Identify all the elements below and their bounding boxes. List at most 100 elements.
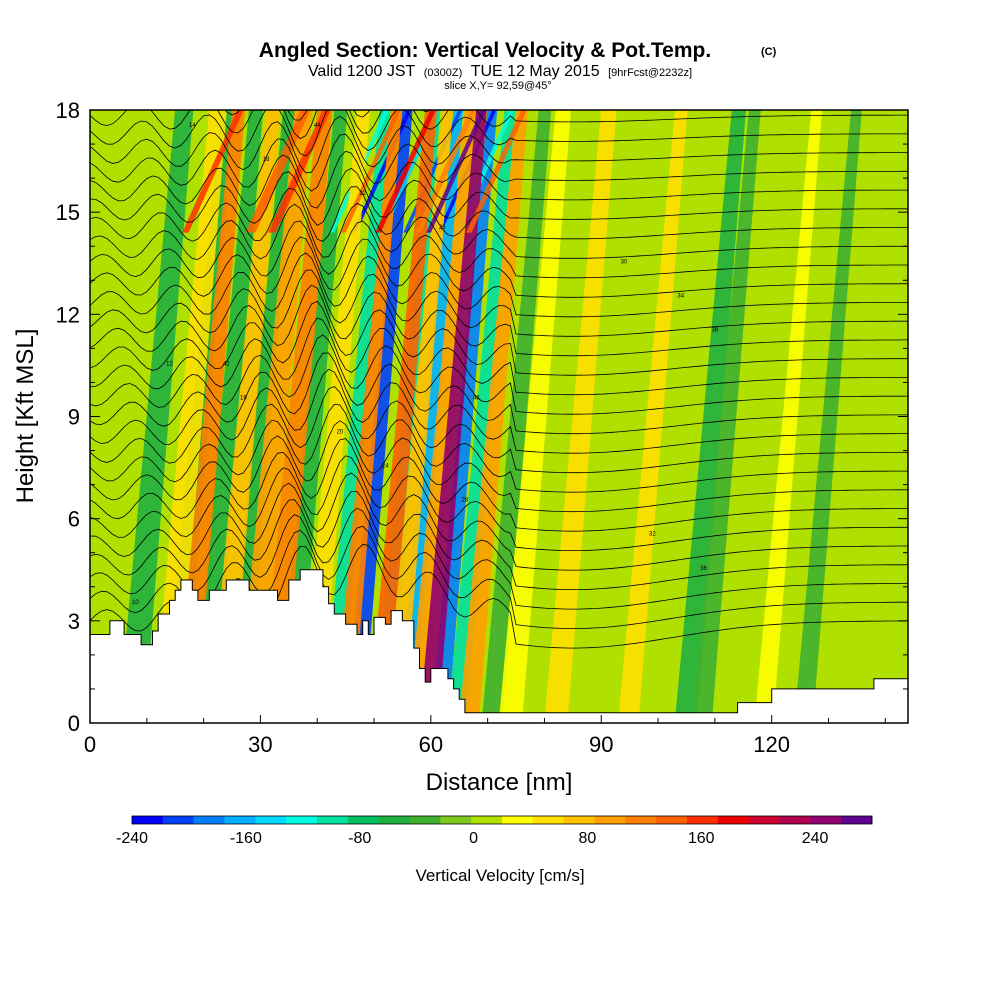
x-tick-label: 60	[419, 732, 443, 757]
colorbar-tick-label: 80	[578, 830, 596, 847]
isentrope-line-10	[90, 368, 908, 454]
colorbar-swatch-7	[347, 816, 380, 824]
updraft-band-11	[458, 110, 528, 723]
updraft-band-0	[152, 110, 227, 723]
colorbar-swatch-14	[563, 816, 595, 824]
isentrope-label-14: 38	[712, 327, 719, 333]
colorbar-swatch-11	[471, 816, 503, 824]
slice-info: slice X,Y= 92,59@45°	[444, 80, 552, 92]
colorbar-swatch-4	[255, 816, 287, 824]
updraft-core-6	[340, 110, 401, 233]
y-tick-label: 18	[56, 98, 80, 123]
x-tick-label: 30	[248, 732, 272, 757]
isentrope-line-19	[90, 220, 908, 279]
updraft-band-6	[333, 110, 402, 723]
chart-title-mark: (C)	[761, 46, 777, 58]
colorbar-tick-label: 240	[802, 830, 829, 847]
isentrope-label-10: 30	[621, 259, 628, 265]
y-tick-label: 0	[68, 711, 80, 736]
colorbar-swatch-1	[162, 816, 195, 824]
downdraft-band-11	[481, 110, 552, 723]
isentrope-label-0: 10	[132, 600, 139, 606]
colorbar-tick-label: -80	[348, 830, 371, 847]
isentrope-label-9: 28	[462, 498, 469, 504]
isentrope-line-14	[90, 300, 908, 376]
updraft-core-10	[426, 110, 486, 233]
isentrope-label-3: 16	[240, 395, 247, 401]
subtitle-forecast: [9hrFcst@2232z]	[608, 67, 692, 79]
colorbar-swatch-17	[656, 816, 688, 824]
colorbar-swatch-6	[317, 816, 349, 824]
isentrope-label-12: 34	[677, 293, 684, 299]
colorbar-swatch-15	[594, 816, 626, 824]
colorbar-frame	[131, 815, 873, 825]
isentrope-line-23	[90, 150, 908, 209]
y-axis-label: Height [Kft MSL]	[12, 329, 39, 504]
updraft-band-7	[368, 110, 437, 723]
isentrope-label-16: 42	[223, 361, 230, 367]
colorbar-swatch-0	[132, 816, 164, 824]
isentrope-label-11: 32	[649, 532, 656, 538]
updraft-band-14	[617, 110, 688, 723]
isentrope-label-1: 12	[166, 361, 173, 367]
colorbar: -240 -160 -80 0 80 160 240	[116, 815, 873, 847]
isentrope-line-5	[90, 455, 908, 551]
updraft-band-10	[419, 110, 487, 723]
colorbar-label: Vertical Velocity [cm/s]	[415, 866, 584, 885]
colorbar-tick-label: -240	[116, 830, 148, 847]
isentrope-line-21	[90, 186, 908, 242]
isentrope-line-4	[90, 472, 908, 571]
chart-subtitle: Valid 1200 JST (0300Z) TUE 12 May 2015 […	[308, 63, 692, 80]
isentrope-line-22	[90, 167, 908, 226]
colorbar-swatch-3	[224, 816, 256, 824]
isentrope-line-1	[90, 525, 908, 630]
updraft-band-2	[208, 110, 281, 723]
isentrope-label-4: 18	[263, 157, 270, 163]
plot-area: 10121416182022242628303234363840424446	[90, 110, 908, 723]
isentrope-line-24	[90, 133, 908, 192]
isentrope-contours: 10121416182022242628303234363840424446	[90, 110, 908, 649]
isentrope-line-13	[90, 317, 908, 396]
y-tick-label: 3	[68, 609, 80, 634]
isentrope-line-3	[90, 491, 908, 590]
colorbar-swatch-18	[687, 816, 719, 824]
downdraft-band-13	[691, 110, 761, 723]
chart-title: Angled Section: Vertical Velocity & Pot.…	[259, 39, 711, 62]
isentrope-line-20	[90, 202, 908, 260]
colorbar-swatch-8	[378, 816, 410, 824]
updraft-band-8	[385, 110, 453, 723]
isentrope-line-12	[90, 334, 908, 415]
colorbar-swatch-20	[748, 816, 780, 824]
colorbar-swatch-16	[625, 816, 657, 824]
y-tick-label: 15	[56, 200, 80, 225]
isentrope-line-15	[90, 284, 908, 357]
isentrope-label-6: 22	[359, 191, 366, 197]
terrain-mask	[90, 569, 908, 723]
y-tick-label: 9	[68, 405, 80, 430]
isentrope-line-6	[90, 438, 908, 532]
isentrope-line-28	[164, 110, 432, 121]
colorbar-swatch-21	[779, 816, 811, 824]
x-axis: 0 30 60 90 120	[84, 715, 886, 757]
subtitle-date: TUE 12 May 2015	[471, 63, 600, 80]
colorbar-tick-label: 0	[469, 830, 478, 847]
updraft-band-3	[237, 110, 313, 723]
updraft-band-12	[498, 110, 572, 723]
isentrope-label-5: 20	[337, 430, 344, 436]
isentrope-line-7	[90, 420, 908, 513]
colorbar-swatch-10	[440, 816, 472, 824]
downdraft-band-14	[794, 110, 862, 723]
updraft-core-3	[245, 110, 311, 233]
downdraft-band-12	[674, 110, 747, 723]
colorbar-tick-label: 160	[688, 830, 715, 847]
isentrope-line-8	[90, 403, 908, 493]
downdraft-band-2	[191, 110, 264, 723]
updraft-core-11	[466, 110, 527, 233]
colorbar-tick-label: -160	[230, 830, 262, 847]
isentrope-line-17	[90, 252, 908, 318]
isentrope-line-2	[90, 507, 908, 610]
isentrope-label-7: 24	[382, 464, 389, 470]
colorbar-swatch-22	[810, 816, 842, 824]
downdraft-band-5	[322, 110, 391, 723]
